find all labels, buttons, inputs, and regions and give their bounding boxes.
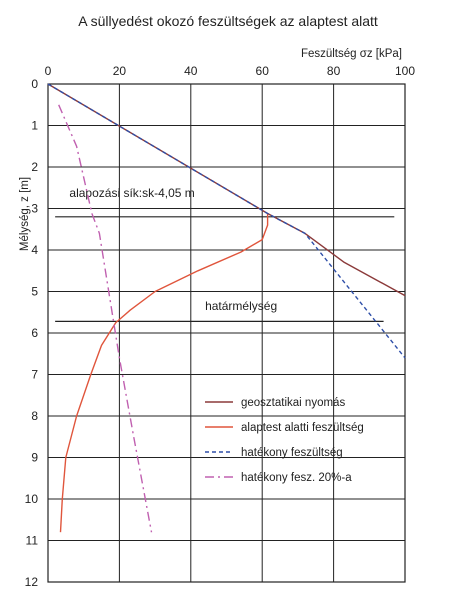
legend: geosztatikai nyomás alaptest alatti feszü…	[205, 397, 364, 484]
y-tick-label: 10	[25, 492, 39, 506]
y-tick-label: 0	[31, 77, 38, 91]
series-line	[58, 104, 153, 533]
y-tick-label: 8	[31, 409, 38, 423]
legend-label: hatékony feszültség	[241, 447, 343, 459]
annotations: alapozási sík:sk-4,05 m határmélység	[55, 186, 395, 322]
legend-label: geosztatikai nyomás	[241, 397, 345, 409]
y-tick-label: 2	[31, 160, 38, 174]
y-tick-label: 1	[31, 119, 38, 133]
y-tick-label: 12	[25, 575, 39, 589]
plot-frame	[47, 83, 406, 583]
y-tick-label: 9	[31, 451, 38, 465]
y-axis-label: Mélység, z [m]	[19, 177, 31, 251]
y-tick-label: 11	[26, 534, 39, 548]
x-tick-label: 0	[45, 64, 52, 78]
legend-label: hatékony fesz. 20%-a	[241, 472, 352, 484]
y-tick-label: 6	[31, 326, 38, 340]
x-ticks: 0 20 40 60 80 100	[45, 64, 416, 78]
plot-border	[47, 83, 406, 583]
x-tick-label: 80	[327, 64, 341, 78]
x-tick-label: 100	[395, 64, 415, 78]
y-tick-label: 3	[31, 202, 38, 216]
annotation-label: alapozási sík:sk-4,05 m	[69, 186, 194, 200]
legend-label: alaptest alatti feszültség	[241, 422, 364, 434]
series-line	[59, 213, 269, 533]
y-tick-label: 4	[31, 243, 38, 257]
y-tick-label: 5	[31, 285, 38, 299]
grid	[47, 83, 406, 583]
chart-title: A süllyedést okozó feszültségek az alapt…	[78, 13, 378, 29]
series-lines	[47, 83, 406, 533]
x-tick-label: 60	[256, 64, 270, 78]
x-axis-label: Feszültség σz [kPa]	[301, 48, 402, 60]
x-tick-label: 20	[113, 64, 127, 78]
x-tick-label: 40	[184, 64, 198, 78]
annotation-label: határmélység	[205, 299, 277, 313]
y-tick-label: 7	[31, 368, 38, 382]
series-line	[47, 83, 406, 359]
